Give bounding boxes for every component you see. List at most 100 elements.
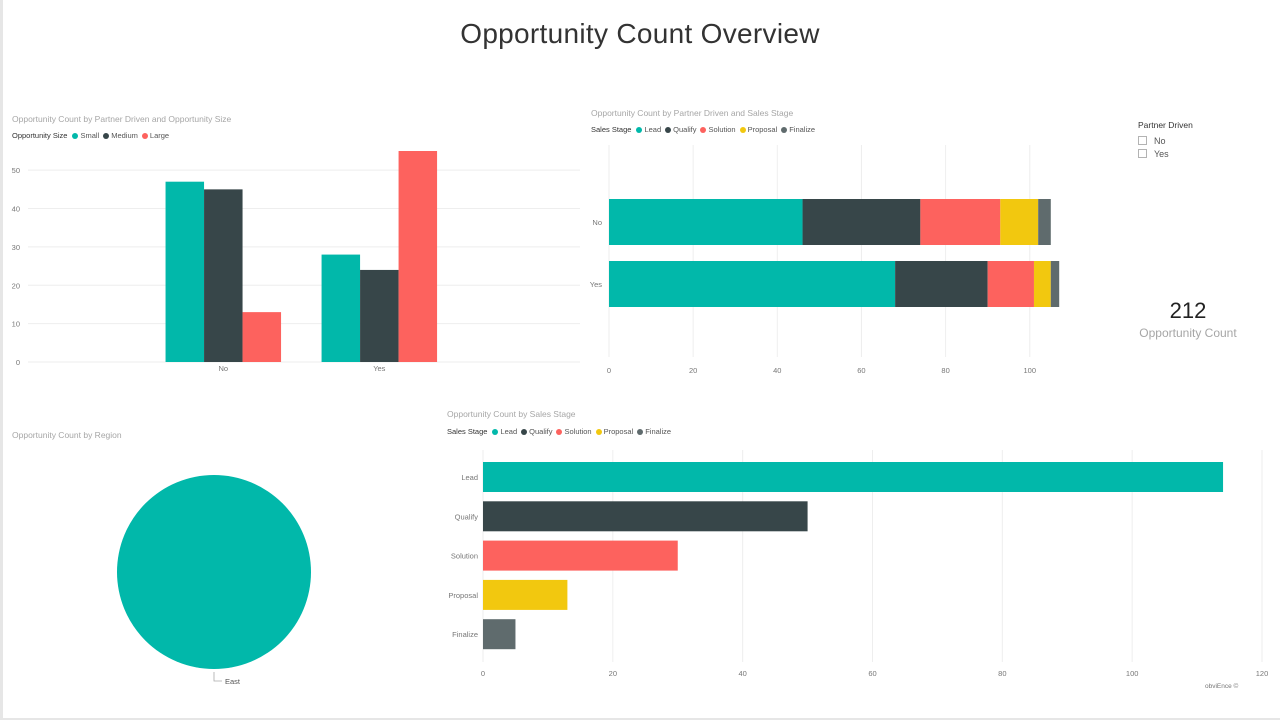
y-tick-label: No — [592, 218, 602, 227]
legend-item-solution[interactable]: Solution — [700, 125, 736, 134]
bar-no-proposal[interactable] — [1000, 199, 1039, 245]
partner-driven-slicer: Partner Driven No Yes — [1138, 120, 1258, 160]
checkbox-icon[interactable] — [1138, 136, 1147, 145]
legend-label: Finalize — [645, 427, 672, 436]
legend-dot-icon — [492, 428, 499, 435]
y-tick-label: 0 — [16, 358, 20, 367]
region-pie-chart[interactable]: East — [70, 445, 350, 695]
x-tick-label: 60 — [857, 366, 865, 375]
y-tick-label: 30 — [12, 243, 20, 252]
legend-dot-icon — [595, 428, 602, 435]
bar-yes-qualify[interactable] — [895, 261, 988, 307]
bar-lead[interactable] — [483, 462, 1224, 492]
slicer-option-label: Yes — [1154, 148, 1169, 159]
legend-dot-icon — [700, 126, 707, 133]
legend-item-proposal[interactable]: Proposal — [739, 125, 778, 134]
bar-yes-medium[interactable] — [360, 269, 399, 362]
legend-dot-icon — [141, 132, 148, 139]
legend-dot-icon — [665, 126, 672, 133]
legend-label: Lead — [644, 125, 662, 134]
card-label: Opportunity Count — [1139, 326, 1237, 340]
bar-yes-finalize[interactable] — [1050, 261, 1060, 307]
bar-yes-large[interactable] — [398, 151, 438, 362]
y-tick-label: Yes — [590, 280, 602, 289]
x-tick-label: 20 — [609, 669, 617, 678]
y-tick-label: 40 — [12, 205, 20, 214]
legend-dot-icon — [103, 132, 110, 139]
y-tick-label: Proposal — [448, 591, 478, 600]
legend-item-solution[interactable]: Solution — [556, 427, 592, 436]
stage-chart-legend[interactable]: Sales Stage Lead Qualify Solution Proposal F… — [447, 427, 675, 436]
slicer-option-yes[interactable]: Yes — [1138, 147, 1258, 160]
footer-logo-text: obviEnce © — [1205, 683, 1239, 690]
slicer-option-no[interactable]: No — [1138, 134, 1258, 147]
legend-item-lead[interactable]: Lead — [636, 125, 661, 134]
stage-partner-chart-title: Opportunity Count by Partner Driven and … — [591, 108, 794, 118]
x-tick-label: 80 — [998, 669, 1006, 678]
legend-title: Opportunity Size — [12, 131, 68, 140]
bar-no-lead[interactable] — [609, 199, 803, 245]
legend-title: Sales Stage — [447, 427, 488, 436]
bar-yes-lead[interactable] — [609, 261, 896, 307]
pie-data-label: East — [225, 677, 241, 686]
legend-item-large[interactable]: Large — [141, 131, 169, 140]
legend-dot-icon — [739, 126, 746, 133]
bar-proposal[interactable] — [483, 579, 568, 610]
legend-label: Solution — [708, 125, 736, 134]
bar-finalize[interactable] — [483, 619, 516, 650]
x-tick-label: No — [219, 364, 229, 373]
legend-item-proposal[interactable]: Proposal — [595, 427, 633, 436]
size-column-chart[interactable]: 0 10 20 30 40 50 No Yes — [0, 140, 580, 410]
legend-item-medium[interactable]: Medium — [103, 131, 138, 140]
x-tick-label: 20 — [689, 366, 697, 375]
legend-dot-icon — [637, 428, 644, 435]
opportunity-count-card[interactable]: 212 Opportunity Count — [1120, 298, 1256, 340]
bar-yes-proposal[interactable] — [1033, 261, 1051, 307]
legend-dot-icon — [72, 132, 79, 139]
bar-yes-solution[interactable] — [987, 261, 1034, 307]
pie-slice-east[interactable] — [117, 475, 311, 669]
slicer-title: Partner Driven — [1138, 120, 1193, 130]
x-tick-label: 100 — [1126, 669, 1139, 678]
legend-item-qualify[interactable]: Qualify — [521, 427, 552, 436]
legend-label: Finalize — [789, 125, 816, 134]
bar-no-solution[interactable] — [920, 199, 1001, 245]
bar-no-medium[interactable] — [204, 189, 243, 362]
slicer-option-label: No — [1154, 135, 1166, 146]
bar-qualify[interactable] — [483, 501, 808, 532]
legend-label: Lead — [500, 427, 518, 436]
bar-no-finalize[interactable] — [1038, 199, 1051, 245]
stage-partner-chart-legend[interactable]: Sales Stage Lead Qualify Solution Proposal F… — [591, 125, 819, 134]
legend-dot-icon — [521, 428, 528, 435]
stage-partner-stacked-bar-chart[interactable]: 0 20 40 60 80 100 No Yes — [580, 135, 1080, 385]
x-tick-label: 100 — [1023, 366, 1036, 375]
x-tick-label: 60 — [868, 669, 876, 678]
bar-yes-small[interactable] — [321, 254, 361, 362]
legend-item-small[interactable]: Small — [72, 131, 99, 140]
x-tick-label: Yes — [373, 364, 385, 373]
bar-no-qualify[interactable] — [802, 199, 921, 245]
bar-solution[interactable] — [483, 540, 678, 571]
y-tick-label: 20 — [12, 281, 20, 290]
region-chart-title: Opportunity Count by Region — [12, 430, 122, 440]
legend-label: Qualify — [673, 125, 697, 134]
legend-dot-icon — [636, 126, 643, 133]
legend-item-lead[interactable]: Lead — [492, 427, 517, 436]
legend-label: Proposal — [747, 125, 778, 134]
legend-label: Medium — [111, 131, 138, 140]
bar-no-small[interactable] — [165, 181, 205, 362]
card-value: 212 — [1169, 298, 1207, 323]
legend-label: Qualify — [529, 427, 553, 436]
size-chart-legend[interactable]: Opportunity Size Small Medium Large — [12, 131, 173, 140]
x-tick-label: 0 — [607, 366, 611, 375]
y-tick-label: 10 — [12, 320, 20, 329]
y-tick-label: Finalize — [452, 630, 478, 639]
legend-item-finalize[interactable]: Finalize — [637, 427, 671, 436]
checkbox-icon[interactable] — [1138, 149, 1147, 158]
stage-bar-chart[interactable]: 0 20 40 60 80 100 120 Lead Qualify Solution Propos… — [430, 440, 1270, 685]
legend-item-qualify[interactable]: Qualify — [665, 125, 696, 134]
legend-item-finalize[interactable]: Finalize — [781, 125, 815, 134]
y-tick-label: 50 — [12, 166, 20, 175]
bar-no-large[interactable] — [242, 312, 282, 362]
